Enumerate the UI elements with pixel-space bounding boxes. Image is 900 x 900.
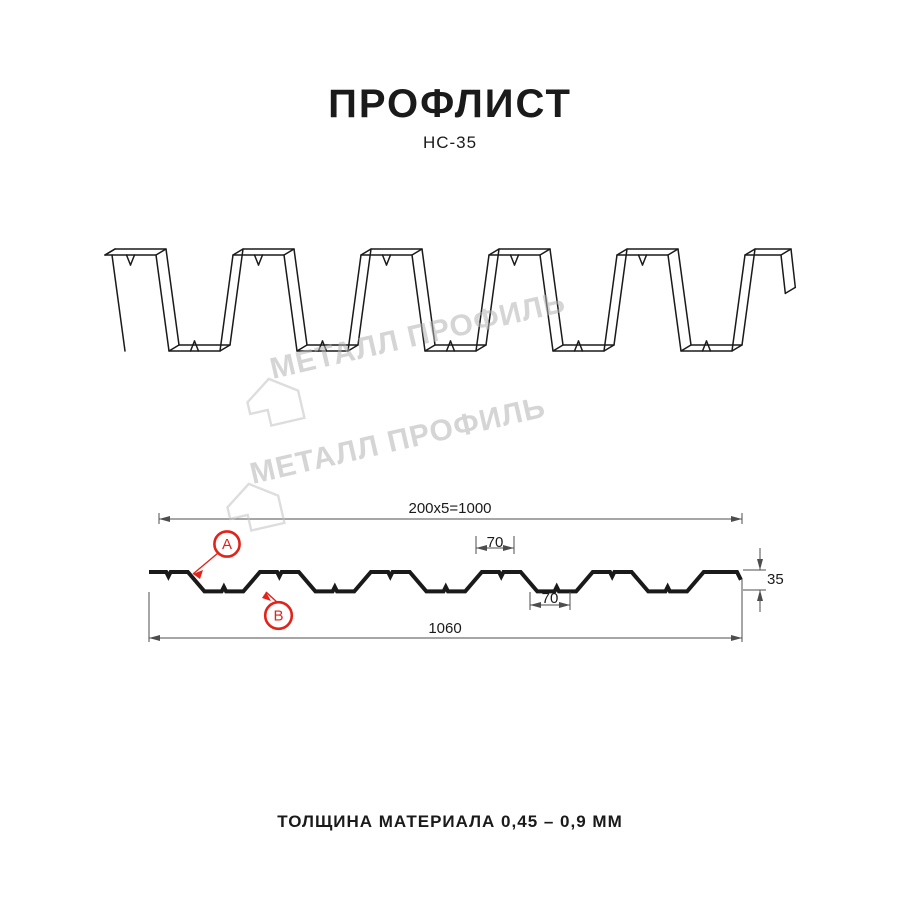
svg-text:МЕТАЛЛ ПРОФИЛЬ: МЕТАЛЛ ПРОФИЛЬ xyxy=(267,286,569,386)
svg-text:МЕТАЛЛ ПРОФИЛЬ: МЕТАЛЛ ПРОФИЛЬ xyxy=(247,391,549,491)
